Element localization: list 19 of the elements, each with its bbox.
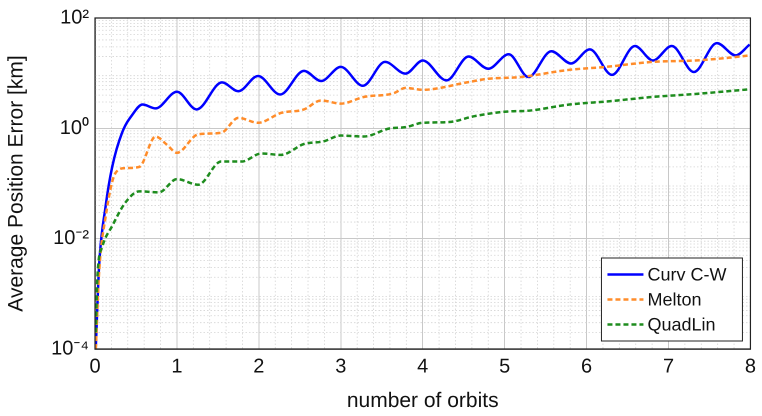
- legend-label: Curv C-W: [647, 264, 726, 284]
- x-tick-label: 4: [417, 356, 428, 378]
- x-tick-label: 0: [89, 356, 101, 378]
- legend-label: Melton: [647, 289, 702, 310]
- x-tick-label: 1: [171, 356, 182, 378]
- x-tick-label: 5: [499, 356, 510, 378]
- x-tick-label: 6: [581, 356, 592, 378]
- y-tick-label: 10⁰: [60, 116, 89, 139]
- y-tick-label: 10⁻²: [53, 227, 90, 250]
- y-tick-label: 10²: [60, 6, 90, 29]
- x-axis-title: number of orbits: [346, 389, 499, 412]
- legend-label: QuadLin: [647, 314, 716, 334]
- y-tick-label: 10⁻⁴: [51, 338, 89, 360]
- x-tick-label: 8: [744, 356, 756, 378]
- x-tick-label: 3: [335, 356, 346, 378]
- y-axis-title: Average Position Error [km]: [4, 55, 28, 312]
- line-series: [95, 88, 750, 334]
- x-tick-label: 2: [253, 356, 264, 378]
- x-tick-label: 7: [662, 356, 674, 378]
